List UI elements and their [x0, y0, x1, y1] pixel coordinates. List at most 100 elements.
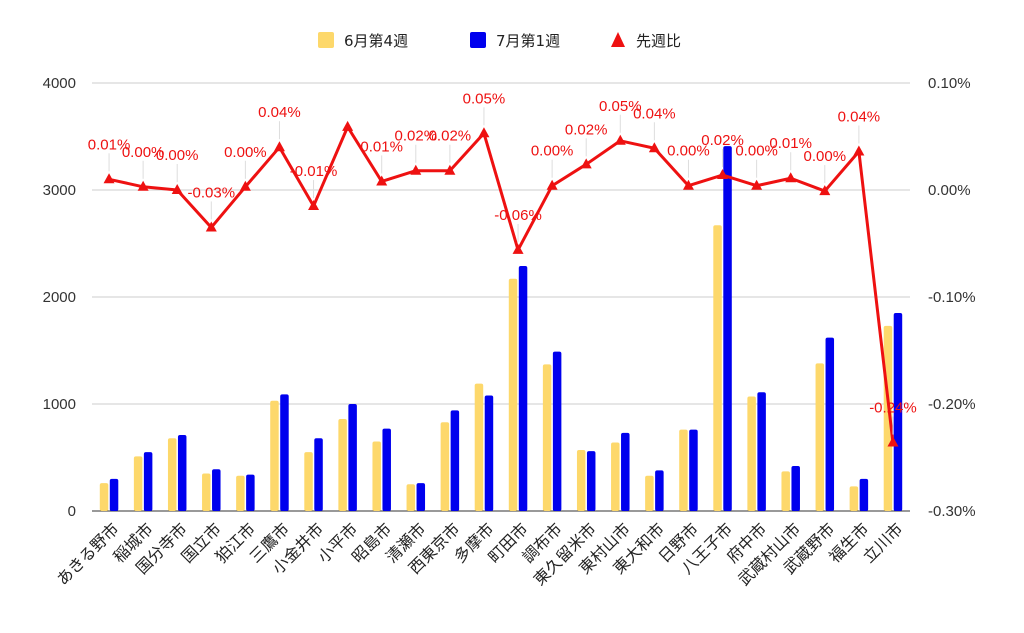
- data-label: 0.00%: [156, 147, 199, 164]
- bar-1: [304, 452, 313, 511]
- ratio-marker: [103, 173, 115, 184]
- ratio-marker: [751, 179, 763, 190]
- ratio-marker: [171, 184, 183, 194]
- bar-2: [757, 392, 766, 511]
- ratio-marker: [239, 180, 251, 191]
- bar-2: [450, 410, 460, 511]
- bar-2: [586, 451, 596, 511]
- ratio-marker: [342, 120, 354, 131]
- bar-2: [825, 337, 835, 511]
- data-label: 0.04%: [633, 105, 676, 122]
- legend-swatch: [318, 32, 334, 48]
- bar-2: [552, 351, 562, 511]
- bar-2: [484, 395, 494, 511]
- legend-label: 先週比: [636, 32, 681, 50]
- y-right-tick-label: 0.00%: [928, 182, 971, 199]
- ratio-marker: [648, 142, 660, 153]
- bar-2: [177, 435, 187, 511]
- bar-1: [815, 363, 825, 511]
- data-label: 0.00%: [224, 144, 267, 161]
- data-label: 0.01%: [360, 138, 403, 155]
- ratio-marker: [853, 145, 865, 156]
- data-label: -0.06%: [494, 207, 542, 224]
- y-left-tick-label: 0: [68, 503, 76, 520]
- ratio-marker: [580, 158, 592, 169]
- legend-swatch: [470, 32, 486, 48]
- bar-1: [440, 422, 450, 511]
- x-category-label: 立川市: [859, 519, 906, 566]
- data-label: -0.03%: [188, 184, 236, 201]
- ratio-marker: [546, 179, 558, 190]
- legend-swatch: [611, 32, 625, 47]
- ratio-marker: [205, 221, 217, 232]
- ratio-line: [108, 125, 895, 443]
- bar-2: [689, 429, 698, 511]
- y-right-tick-label: -0.20%: [928, 396, 976, 413]
- bar-2: [859, 478, 869, 511]
- y-left-tick-label: 1000: [43, 396, 76, 413]
- bar-1: [474, 383, 484, 511]
- bar-2: [348, 404, 357, 511]
- legend-label: 7月第1週: [496, 32, 560, 50]
- data-label: 0.04%: [258, 104, 301, 121]
- ratio-marker: [410, 164, 422, 175]
- data-label: 0.00%: [531, 143, 574, 160]
- bar-1: [133, 456, 143, 511]
- bar-1: [713, 225, 722, 511]
- bar-2: [246, 474, 255, 511]
- data-label: 0.01%: [88, 136, 131, 153]
- data-label: 0.02%: [565, 121, 608, 138]
- ratio-marker: [444, 164, 456, 175]
- data-label: 0.04%: [838, 108, 881, 125]
- ratio-marker: [819, 185, 831, 196]
- ratio-marker: [478, 127, 490, 138]
- ratio-marker: [614, 134, 626, 145]
- data-label: 0.02%: [395, 128, 438, 145]
- y-right-tick-label: -0.10%: [928, 289, 976, 306]
- bar-1: [849, 486, 859, 511]
- data-label: 0.00%: [804, 148, 847, 165]
- data-label: 0.00%: [122, 144, 165, 161]
- bar-1: [202, 473, 211, 511]
- bar-2: [280, 394, 289, 511]
- bar-1: [99, 483, 109, 511]
- ratio-marker: [717, 169, 729, 180]
- ratio-marker: [785, 172, 797, 183]
- data-label: -0.24%: [869, 400, 917, 417]
- bar-1: [747, 396, 756, 511]
- bar-2: [109, 478, 119, 511]
- data-label: 0.02%: [429, 128, 472, 145]
- bar-1: [236, 475, 245, 511]
- bar-1: [167, 438, 177, 511]
- bar-1: [338, 418, 347, 511]
- y-left-tick-label: 2000: [43, 289, 76, 306]
- y-left-tick-label: 3000: [43, 182, 76, 199]
- y-right-tick-label: -0.30%: [928, 503, 976, 520]
- bar-2: [416, 483, 426, 511]
- y-left-tick-label: 4000: [43, 75, 76, 92]
- ratio-marker: [512, 243, 524, 254]
- bar-1: [542, 364, 552, 511]
- bar-1: [781, 471, 790, 511]
- bar-1: [679, 429, 688, 511]
- bar-2: [518, 265, 528, 511]
- bar-1: [645, 475, 654, 511]
- ratio-marker: [137, 180, 149, 191]
- bar-1: [576, 450, 586, 511]
- bar-1: [611, 442, 620, 511]
- bar-2: [723, 146, 732, 511]
- data-label: 0.02%: [701, 132, 744, 149]
- ratio-marker: [273, 141, 285, 152]
- bar-1: [372, 441, 381, 511]
- bar-1: [406, 484, 416, 511]
- ratio-marker: [682, 179, 694, 190]
- bar-2: [143, 452, 153, 511]
- data-label: 0.01%: [769, 135, 812, 152]
- bar-1: [270, 400, 279, 511]
- data-label: 0.00%: [667, 143, 710, 160]
- legend-label: 6月第4週: [344, 32, 408, 50]
- data-label: 0.05%: [463, 90, 506, 107]
- data-label: -0.01%: [290, 163, 338, 180]
